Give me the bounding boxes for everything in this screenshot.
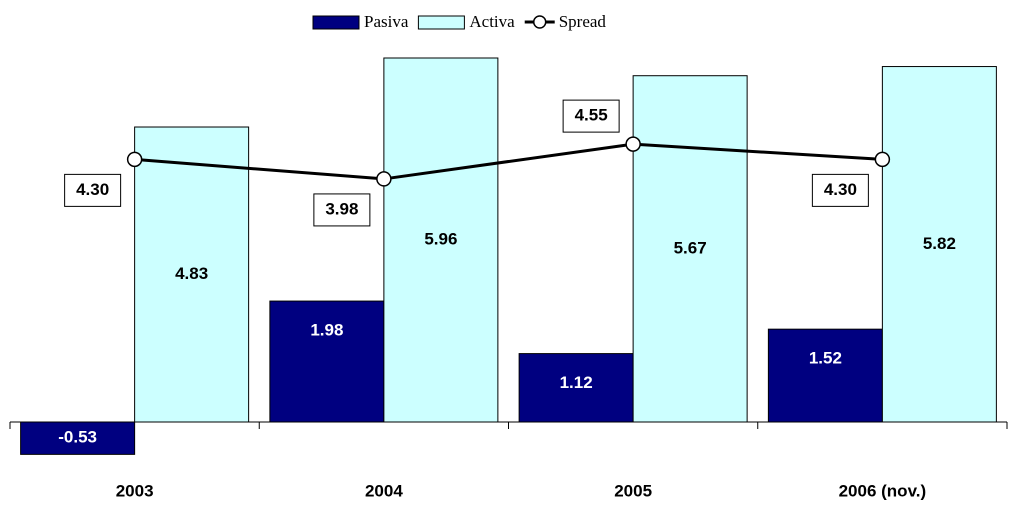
label-box xyxy=(64,173,122,207)
x-tick-label: 2005 xyxy=(614,481,652,500)
legend-label: Pasiva xyxy=(364,12,409,31)
value-label: 5.96 xyxy=(424,229,457,248)
legend-swatch xyxy=(417,15,465,30)
value-label: 4.55 xyxy=(575,106,608,125)
value-label: 5.82 xyxy=(923,234,956,253)
spread-line xyxy=(134,142,883,181)
value-label: 5.67 xyxy=(674,238,707,257)
value-label: 4.30 xyxy=(824,180,857,199)
legend-label: Spread xyxy=(559,12,607,31)
legend-swatch xyxy=(312,15,360,30)
spread-marker xyxy=(126,151,143,168)
spread-marker xyxy=(625,136,641,152)
legend-label: Activa xyxy=(469,12,515,31)
value-label: -0.53 xyxy=(58,428,97,447)
value-label: 3.98 xyxy=(325,199,358,218)
label-box xyxy=(313,193,371,227)
value-label: 4.83 xyxy=(175,264,208,283)
x-tick-label: 2006 (nov.) xyxy=(839,481,927,500)
legend-marker xyxy=(532,15,547,29)
bar xyxy=(767,328,883,423)
bar xyxy=(134,126,250,423)
bar xyxy=(20,421,136,455)
bar xyxy=(383,57,499,423)
x-tick-label: 2004 xyxy=(365,481,403,500)
bar xyxy=(632,75,748,423)
label-box xyxy=(811,173,869,207)
value-label: 4.30 xyxy=(76,180,109,199)
spread-marker xyxy=(376,171,392,187)
x-tick-label: 2003 xyxy=(116,481,154,500)
value-label: 1.52 xyxy=(809,349,842,368)
value-label: 1.12 xyxy=(560,373,593,392)
bar xyxy=(881,66,997,423)
spread-marker xyxy=(874,151,891,168)
bar xyxy=(269,300,385,423)
value-label: 1.98 xyxy=(310,321,343,340)
label-box xyxy=(562,99,620,133)
